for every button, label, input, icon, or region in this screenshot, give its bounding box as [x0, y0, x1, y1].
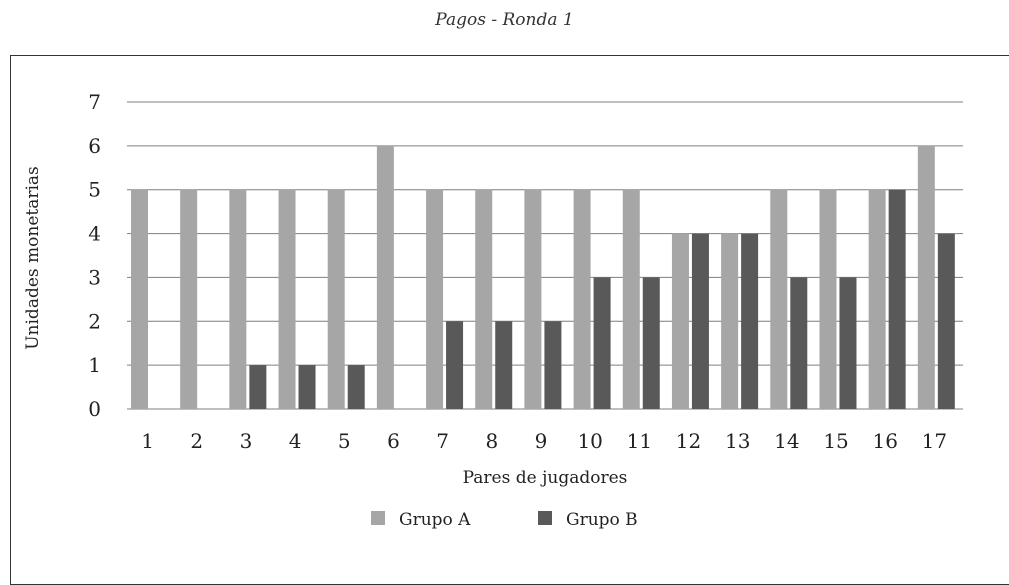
bar-grupo-a-2: [180, 189, 198, 409]
x-tick-label: 11: [627, 429, 652, 453]
bar-grupo-b-17: [937, 233, 955, 409]
x-tick-label: 2: [190, 429, 203, 453]
bar-grupo-a-12: [671, 233, 689, 409]
y-tick-label: 0: [88, 397, 101, 421]
x-tick-label: 8: [485, 429, 498, 453]
x-tick-label: 10: [577, 429, 602, 453]
bar-grupo-b-8: [495, 321, 513, 409]
page-title: Pagos - Ronda 1: [435, 10, 574, 30]
bar-grupo-b-16: [888, 189, 906, 409]
x-tick-label: 15: [823, 429, 848, 453]
bar-grupo-a-15: [819, 189, 837, 409]
bar-grupo-a-11: [622, 189, 640, 409]
bar-grupo-b-3: [249, 365, 267, 409]
y-tick-label: 1: [88, 353, 101, 377]
bar-grupo-a-4: [278, 189, 296, 409]
bar-grupo-a-17: [917, 145, 935, 409]
bars: [131, 145, 955, 409]
bar-grupo-a-6: [376, 145, 394, 409]
bar-grupo-a-13: [721, 233, 739, 409]
x-tick-label: 13: [725, 429, 750, 453]
y-tick-label: 6: [88, 134, 101, 158]
bar-grupo-b-5: [347, 365, 365, 409]
x-tick-label: 6: [387, 429, 400, 453]
bar-grupo-a-5: [327, 189, 345, 409]
x-tick-label: 14: [774, 429, 799, 453]
bar-grupo-b-15: [839, 277, 857, 409]
bar-grupo-a-16: [868, 189, 886, 409]
legend-label: Grupo A: [399, 510, 471, 530]
x-tick-label: 9: [535, 429, 548, 453]
bar-grupo-a-7: [426, 189, 444, 409]
y-tick-label: 3: [88, 265, 101, 289]
legend: Grupo A Grupo B: [371, 510, 638, 530]
x-tick-label: 7: [436, 429, 449, 453]
bar-grupo-a-1: [131, 189, 148, 409]
y-tick-label: 5: [88, 178, 101, 202]
y-axis-label: Unidades monetarias: [23, 166, 43, 350]
bar-grupo-b-14: [790, 277, 808, 409]
x-tick-labels: 1 2 3 4 5 6 7 8 9 10 11 12 13 14 15 16 17: [141, 429, 947, 453]
bar-grupo-a-9: [524, 189, 542, 409]
bar-grupo-a-14: [770, 189, 788, 409]
bar-grupo-a-8: [475, 189, 493, 409]
y-tick-labels: 0 1 2 3 4 5 6 7: [88, 90, 101, 421]
x-tick-label: 12: [676, 429, 701, 453]
bar-grupo-b-9: [544, 321, 562, 409]
bar-grupo-a-3: [229, 189, 247, 409]
y-tick-label: 4: [88, 222, 101, 246]
x-tick-label: 3: [240, 429, 253, 453]
y-tick-label: 2: [88, 309, 101, 333]
x-axis-label: Pares de jugadores: [463, 468, 628, 488]
y-tick-label: 7: [88, 90, 101, 114]
bar-grupo-b-13: [741, 233, 759, 409]
x-tick-label: 16: [873, 429, 898, 453]
bar-grupo-a-10: [573, 189, 591, 409]
x-tick-label: 1: [141, 429, 154, 453]
legend-label: Grupo B: [566, 510, 638, 530]
bar-grupo-b-10: [593, 277, 611, 409]
bar-grupo-b-11: [642, 277, 660, 409]
legend-swatch-grupo-b: [538, 511, 552, 525]
x-tick-label: 5: [338, 429, 351, 453]
bar-grupo-b-12: [691, 233, 709, 409]
bar-grupo-b-7: [446, 321, 464, 409]
legend-swatch-grupo-a: [371, 511, 385, 525]
bar-grupo-b-4: [298, 365, 316, 409]
x-tick-label: 17: [922, 429, 947, 453]
x-tick-label: 4: [289, 429, 302, 453]
